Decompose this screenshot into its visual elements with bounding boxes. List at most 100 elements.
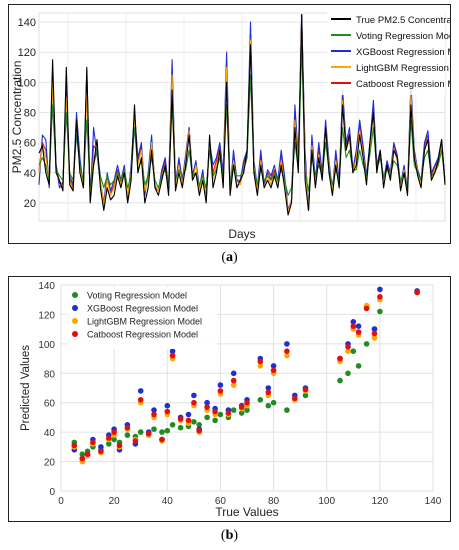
scatter-point	[212, 408, 218, 415]
legend-marker-2	[72, 318, 78, 324]
panel-b-scatter-chart: 0 20 40 60 80 100 120 140 0 20 40 60 80 100 120 140 Pred…	[8, 276, 451, 522]
legend-label-0: True PM2.5 Concentration	[356, 15, 450, 26]
scatter-point	[337, 377, 343, 384]
legend-marker-0	[72, 292, 78, 298]
scatter-point	[230, 382, 237, 388]
scatter-point	[355, 363, 362, 369]
scatter-point	[185, 417, 192, 424]
scatter-point	[377, 308, 383, 315]
scatter-point	[191, 419, 197, 425]
scatter-point	[164, 402, 171, 409]
scatter-point	[337, 355, 343, 362]
scatter-point	[151, 407, 157, 413]
y-tick-label: 60	[24, 138, 36, 150]
scatter-point	[79, 451, 86, 457]
legend-marker-1	[72, 305, 78, 311]
scatter-point	[217, 382, 224, 388]
scatter-point	[230, 377, 237, 384]
y-tick-label: 140	[18, 17, 36, 29]
scatter-point	[238, 410, 245, 416]
legend-label-3: Catboost Regression Model	[87, 330, 198, 340]
x-tick-label: 80	[268, 496, 280, 507]
scatter-point	[204, 404, 210, 410]
scatter-point	[345, 348, 351, 354]
scatter-point	[151, 411, 157, 418]
scatter-point	[257, 363, 264, 369]
scatter-point	[270, 399, 277, 406]
scatter-series-3	[71, 289, 420, 462]
scatter-point	[257, 358, 264, 365]
scatter-point	[217, 411, 224, 418]
x-tick-label: 120	[372, 496, 389, 507]
y-tick-label: 40	[44, 428, 56, 439]
scatter-point	[350, 319, 357, 325]
scatter-point	[151, 426, 157, 432]
legend-label-1: Voting Regression Model	[356, 31, 450, 42]
scatter-point	[169, 352, 176, 359]
legend-label-1: XGBoost Regression Model	[87, 304, 198, 314]
scatter-point	[257, 397, 264, 403]
y-tick-label: 140	[38, 281, 55, 292]
x-tick-label: 60	[215, 496, 227, 507]
scatter-point	[124, 424, 131, 431]
x-tick-label: 140	[425, 496, 442, 507]
y-tick-label: 100	[38, 340, 55, 351]
scatter-point	[363, 305, 370, 312]
legend-box	[327, 11, 445, 95]
scatter-point	[302, 386, 309, 393]
y-tick-label: 80	[24, 107, 36, 119]
legend-marker-3	[72, 331, 78, 337]
scatter-point	[204, 414, 210, 421]
scatter-point	[284, 341, 290, 347]
y-tick-label: 120	[18, 47, 36, 59]
legend-label-0: Voting Regression Model	[87, 291, 187, 301]
scatter-point	[377, 286, 383, 293]
scatter-point	[284, 407, 290, 413]
x-axis-label: Days	[228, 227, 255, 241]
scatter-point	[106, 435, 112, 441]
scatter-point	[132, 438, 139, 444]
x-tick-label: 0	[58, 496, 64, 507]
scatter-point	[265, 389, 272, 396]
scatter-point	[230, 370, 237, 377]
scatter-point	[169, 422, 176, 428]
scatter-point	[164, 408, 171, 415]
x-tick-label: 20	[109, 496, 121, 507]
scatter-point	[230, 407, 237, 413]
scatter-point	[111, 429, 117, 435]
x-tick-label: 100	[318, 496, 335, 507]
scatter-point	[302, 392, 309, 399]
scatter-point	[124, 432, 131, 438]
scatter-point	[350, 348, 357, 354]
y-tick-label: 20	[24, 198, 36, 210]
scatter-point	[265, 385, 272, 391]
caption-a: (a)	[221, 250, 238, 265]
legend-label-2: LightGBM Regression Model	[87, 317, 202, 327]
scatter-point	[196, 422, 202, 428]
y-axis-label: PM2.5 Concentration	[10, 61, 24, 174]
scatter-point	[363, 341, 370, 347]
scatter-point	[137, 388, 144, 394]
legend: True PM2.5 Concentration Voting Regressio…	[327, 11, 450, 95]
scatter-point	[345, 370, 351, 377]
scatter-point	[345, 344, 351, 350]
line-chart-svg: 20 40 60 80 100 120 140 PM2.5 Concentration Days…	[10, 11, 450, 241]
panel-a-line-chart: 20 40 60 80 100 120 140 PM2.5 Concentration Days…	[8, 4, 451, 244]
scatter-point	[177, 424, 184, 431]
scatter-point	[414, 289, 420, 296]
scatter-point	[145, 430, 152, 437]
scatter-point	[159, 429, 165, 435]
scatter-point	[371, 326, 378, 332]
scatter-point	[244, 399, 250, 406]
scatter-point	[98, 448, 104, 455]
scatter-point	[270, 363, 277, 369]
legend: Voting Regression Model XGBoost Regressio…	[67, 287, 217, 349]
scatter-point	[79, 455, 86, 462]
scatter-point	[238, 404, 245, 410]
scatter-point	[177, 416, 184, 422]
scatter-point	[116, 442, 123, 449]
legend-label-4: Catboost Regression Model	[356, 79, 450, 90]
scatter-point	[164, 427, 171, 434]
scatter-point	[106, 441, 112, 447]
scatter-point	[196, 427, 202, 434]
